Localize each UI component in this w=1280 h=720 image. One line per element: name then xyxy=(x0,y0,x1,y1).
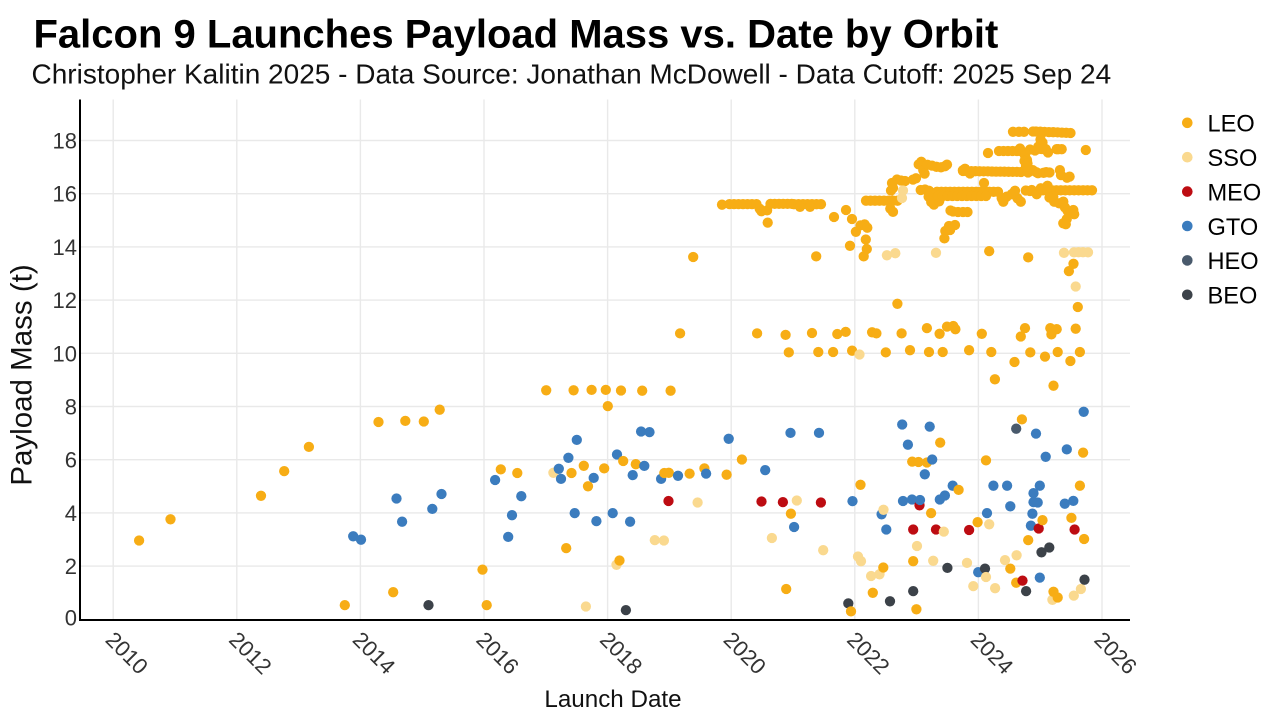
svg-text:MEO: MEO xyxy=(1208,180,1262,206)
svg-text:Falcon 9 Launches Payload Mass: Falcon 9 Launches Payload Mass vs. Date … xyxy=(34,13,999,57)
svg-text:16: 16 xyxy=(53,182,77,207)
svg-text:8: 8 xyxy=(65,395,77,420)
svg-text:12: 12 xyxy=(53,288,77,313)
svg-text:Payload Mass (t): Payload Mass (t) xyxy=(6,264,39,485)
svg-text:14: 14 xyxy=(53,235,77,260)
svg-text:2: 2 xyxy=(65,554,77,579)
svg-text:BEO: BEO xyxy=(1208,284,1258,310)
svg-text:SSO: SSO xyxy=(1208,146,1258,172)
svg-text:6: 6 xyxy=(65,448,77,473)
svg-text:0: 0 xyxy=(65,606,77,631)
svg-text:18: 18 xyxy=(53,129,77,154)
svg-text:Launch Date: Launch Date xyxy=(544,686,681,713)
svg-text:4: 4 xyxy=(65,501,77,526)
svg-text:LEO: LEO xyxy=(1208,112,1255,138)
svg-text:GTO: GTO xyxy=(1208,215,1259,241)
svg-text:Christopher Kalitin 2025 - Dat: Christopher Kalitin 2025 - Data Source: … xyxy=(32,59,1112,90)
svg-text:HEO: HEO xyxy=(1208,249,1259,275)
svg-text:10: 10 xyxy=(53,341,77,366)
